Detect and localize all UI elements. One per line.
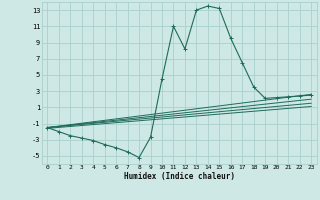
X-axis label: Humidex (Indice chaleur): Humidex (Indice chaleur)	[124, 172, 235, 181]
